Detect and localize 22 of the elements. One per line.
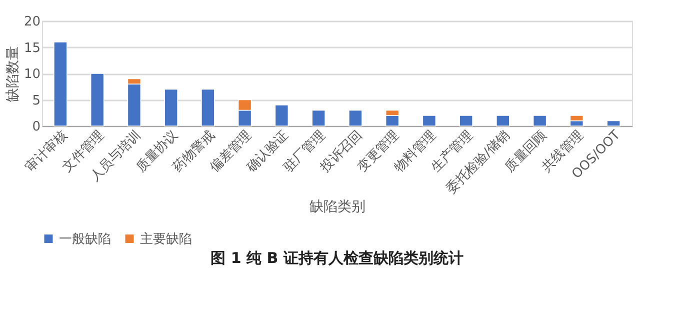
x-axis-title: 缺陷类别 (310, 198, 366, 215)
legend-label: 一般缺陷 (59, 232, 111, 247)
bar (348, 110, 362, 126)
bar (606, 120, 620, 126)
bar (459, 115, 473, 126)
bar (532, 115, 547, 126)
bar (54, 42, 68, 126)
y-tick-label: 10 (24, 67, 40, 82)
bar (90, 73, 104, 126)
y-tick-label: 5 (32, 93, 40, 108)
bar (164, 88, 178, 126)
bar (422, 115, 436, 126)
bar (312, 110, 326, 126)
bar (274, 104, 289, 126)
legend-label: 主要缺陷 (140, 230, 192, 247)
y-tick-label: 0 (32, 120, 40, 134)
y-tick-label: 15 (24, 40, 40, 56)
text: 图 1 纯 B 证持有人检查缺陷类别统计 (210, 249, 464, 267)
bar (201, 88, 215, 126)
y-tick-label: 20 (24, 14, 40, 30)
y-axis-title: 缺陷数量 (4, 46, 21, 102)
bar (496, 115, 510, 126)
